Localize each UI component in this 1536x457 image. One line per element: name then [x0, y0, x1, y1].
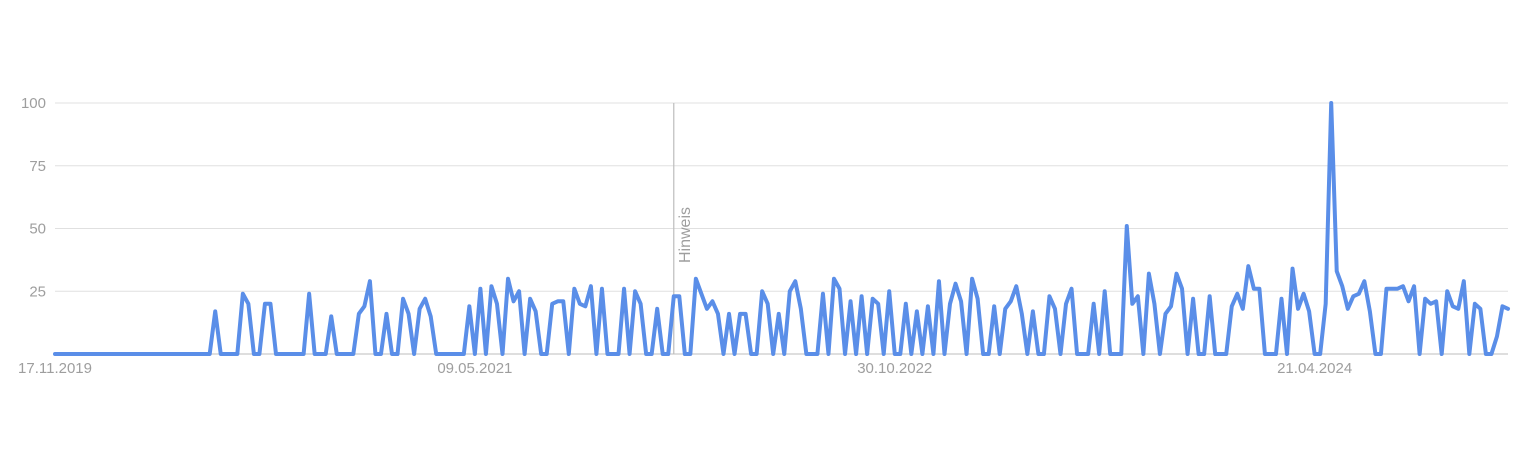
x-tick-label: 21.04.2024 — [1277, 360, 1352, 377]
y-tick-label: 25 — [29, 283, 46, 300]
x-axis-ticks: 17.11.2019 09.05.2021 30.10.2022 21.04.2024 — [18, 360, 1352, 377]
x-tick-label: 30.10.2022 — [857, 360, 932, 377]
y-tick-label: 100 — [21, 95, 46, 112]
y-axis-ticks: 25 50 75 100 — [21, 95, 46, 300]
series-line — [53, 101, 1510, 356]
y-tick-label: 50 — [29, 221, 46, 238]
x-tick-label: 17.11.2019 — [18, 360, 92, 377]
annotation-marker: Hinweis — [673, 103, 694, 354]
series-layer — [53, 101, 1510, 356]
x-tick-label: 09.05.2021 — [437, 360, 512, 377]
annotation-label: Hinweis — [677, 207, 694, 263]
y-tick-label: 75 — [29, 158, 46, 175]
